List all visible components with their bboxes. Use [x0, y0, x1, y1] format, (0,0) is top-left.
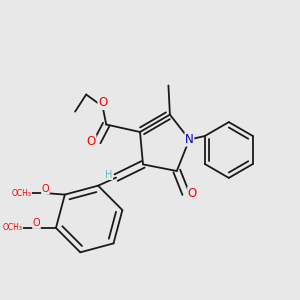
Text: O: O — [33, 218, 40, 228]
Text: O: O — [87, 135, 96, 148]
Text: O: O — [188, 187, 197, 200]
Text: OCH₃: OCH₃ — [11, 189, 32, 198]
Text: O: O — [98, 96, 107, 110]
Text: N: N — [185, 133, 194, 146]
Text: O: O — [42, 184, 49, 194]
Text: H: H — [105, 169, 112, 180]
Text: OCH₃: OCH₃ — [3, 224, 22, 232]
